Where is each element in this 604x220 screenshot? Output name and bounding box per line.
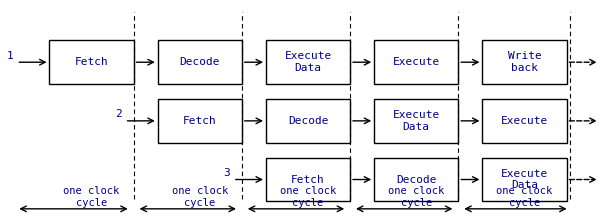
FancyBboxPatch shape (374, 40, 458, 84)
FancyBboxPatch shape (266, 40, 350, 84)
Text: one clock
cycle: one clock cycle (496, 186, 553, 208)
Text: one clock
cycle: one clock cycle (63, 186, 120, 208)
FancyBboxPatch shape (266, 99, 350, 143)
FancyBboxPatch shape (483, 40, 567, 84)
Text: 1: 1 (7, 51, 13, 61)
FancyBboxPatch shape (158, 99, 242, 143)
Text: Fetch: Fetch (291, 174, 325, 185)
Text: one clock
cycle: one clock cycle (280, 186, 336, 208)
Text: one clock
cycle: one clock cycle (388, 186, 445, 208)
Text: Decode: Decode (288, 116, 328, 126)
Text: Execute
Data: Execute Data (501, 169, 548, 190)
Text: Execute
Data: Execute Data (393, 110, 440, 132)
Text: Execute: Execute (501, 116, 548, 126)
FancyBboxPatch shape (374, 99, 458, 143)
FancyBboxPatch shape (266, 158, 350, 201)
FancyBboxPatch shape (50, 40, 133, 84)
Text: Fetch: Fetch (75, 57, 109, 67)
FancyBboxPatch shape (374, 158, 458, 201)
Text: Execute: Execute (393, 57, 440, 67)
FancyBboxPatch shape (483, 158, 567, 201)
Text: 2: 2 (115, 109, 121, 119)
Text: Execute
Data: Execute Data (284, 51, 332, 73)
Text: Decode: Decode (396, 174, 437, 185)
Text: Fetch: Fetch (183, 116, 217, 126)
Text: 3: 3 (223, 168, 230, 178)
FancyBboxPatch shape (483, 99, 567, 143)
Text: Write
back: Write back (507, 51, 541, 73)
Text: one clock
cycle: one clock cycle (172, 186, 228, 208)
Text: Decode: Decode (179, 57, 220, 67)
FancyBboxPatch shape (158, 40, 242, 84)
